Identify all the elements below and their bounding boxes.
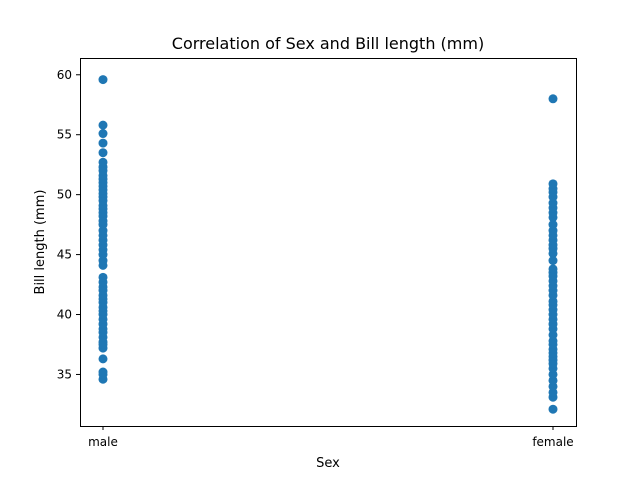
y-tick-label: 40	[57, 308, 72, 322]
data-point	[548, 256, 558, 266]
x-tick-label-male: male	[88, 435, 118, 449]
data-point	[98, 157, 108, 167]
data-point	[548, 404, 558, 414]
y-tick-label: 35	[57, 367, 72, 381]
y-axis-label: Bill length (mm)	[33, 190, 48, 295]
y-tick-label: 45	[57, 248, 72, 262]
plot-frame	[80, 58, 577, 427]
data-point	[548, 179, 558, 189]
data-point	[98, 148, 108, 158]
x-axis: male female	[88, 426, 574, 449]
data-point	[548, 220, 558, 230]
y-tick-label: 55	[57, 128, 72, 142]
data-point	[548, 264, 558, 274]
y-axis: 35 40 45 50 55 60	[57, 68, 80, 381]
data-point	[98, 354, 108, 364]
data-point	[98, 272, 108, 282]
data-point	[98, 75, 108, 85]
y-tick-label: 50	[57, 188, 72, 202]
data-point	[548, 94, 558, 104]
x-axis-label: Sex	[316, 456, 340, 471]
data-point	[98, 120, 108, 130]
chart-title: Correlation of Sex and Bill length (mm)	[172, 34, 484, 53]
y-tick-label: 60	[57, 68, 72, 82]
x-tick-label-female: female	[532, 435, 573, 449]
data-point	[98, 138, 108, 148]
data-point	[98, 367, 108, 377]
data-point	[98, 129, 108, 139]
data-points	[98, 75, 558, 414]
